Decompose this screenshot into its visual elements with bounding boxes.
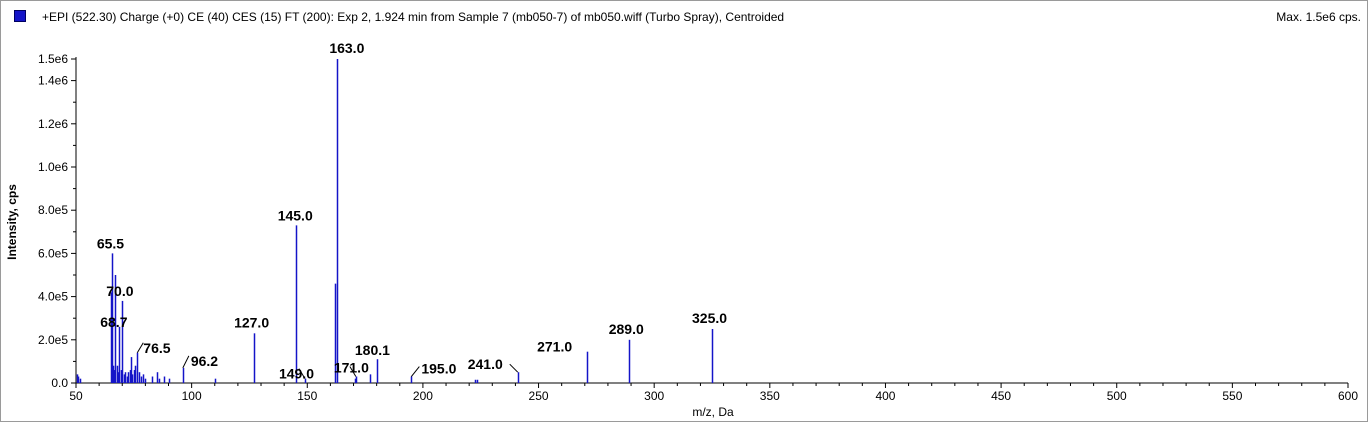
peak-label: 271.0 xyxy=(537,339,572,355)
x-tick-label: 350 xyxy=(760,389,780,403)
y-tick-label: 1.2e6 xyxy=(38,117,68,131)
x-tick-label: 50 xyxy=(69,389,83,403)
x-tick-label: 400 xyxy=(875,389,895,403)
peak-label: 171.0 xyxy=(334,360,369,376)
x-tick-label: 300 xyxy=(644,389,664,403)
x-tick-label: 200 xyxy=(413,389,433,403)
peak-label: 76.5 xyxy=(143,340,170,356)
max-intensity-label: Max. 1.5e6 cps. xyxy=(1276,10,1361,24)
peak-label: 68.7 xyxy=(100,314,127,330)
y-tick-label: 1.0e6 xyxy=(38,160,68,174)
peak-label: 163.0 xyxy=(329,40,364,56)
peak-label-leader xyxy=(509,363,519,373)
plot-axes: 50 100 150 200 250 300 350 400 450 500 550 600 0.0 2.… xyxy=(38,52,1358,403)
x-tick-label: 600 xyxy=(1338,389,1358,403)
peak-label: 65.5 xyxy=(97,235,124,251)
peak-label-leader xyxy=(136,342,144,354)
peak-label: 325.0 xyxy=(692,310,727,326)
y-tick-label: 1.5e6 xyxy=(38,52,68,66)
spectrum-header: +EPI (522.30) Charge (+0) CE (40) CES (1… xyxy=(1,1,1367,29)
peak-label: 289.0 xyxy=(609,321,644,337)
legend-swatch[interactable] xyxy=(14,10,26,22)
x-tick-label: 450 xyxy=(991,389,1011,403)
peak-labels: 163.0 145.0 65.5 70.0 68.7 76.5 96.2 127.0 149.0… xyxy=(97,40,727,382)
peak-label: 70.0 xyxy=(106,283,133,299)
x-tick-label: 500 xyxy=(1107,389,1127,403)
peak-label: 180.1 xyxy=(355,342,390,358)
y-tick-label: 6.0e5 xyxy=(38,246,68,260)
y-tick-label: 8.0e5 xyxy=(38,203,68,217)
peak-label-leader xyxy=(410,366,420,377)
peak-label-leader xyxy=(349,366,357,377)
y-tick-label: 2.0e5 xyxy=(38,333,68,347)
peak-label: 241.0 xyxy=(468,356,503,372)
peak-label: 195.0 xyxy=(421,361,456,377)
peak-label-leader xyxy=(182,355,190,369)
x-tick-label: 250 xyxy=(529,389,549,403)
peak-label: 127.0 xyxy=(234,314,269,330)
x-tick-label: 100 xyxy=(182,389,202,403)
y-tick-label: 1.4e6 xyxy=(38,74,68,88)
x-axis-title: m/z, Da xyxy=(692,405,734,419)
y-axis-title: Intensity, cps xyxy=(5,184,19,260)
y-tick-label: 0.0 xyxy=(51,376,68,390)
spectrum-title: +EPI (522.30) Charge (+0) CE (40) CES (1… xyxy=(42,10,785,24)
peak-label: 149.0 xyxy=(279,366,314,382)
peak-label: 145.0 xyxy=(278,207,313,223)
peak-label: 96.2 xyxy=(191,353,218,369)
x-tick-label: 550 xyxy=(1222,389,1242,403)
y-tick-label: 4.0e5 xyxy=(38,290,68,304)
peak-series xyxy=(76,59,714,383)
peak-label-leader xyxy=(298,368,306,379)
x-tick-label: 150 xyxy=(297,389,317,403)
